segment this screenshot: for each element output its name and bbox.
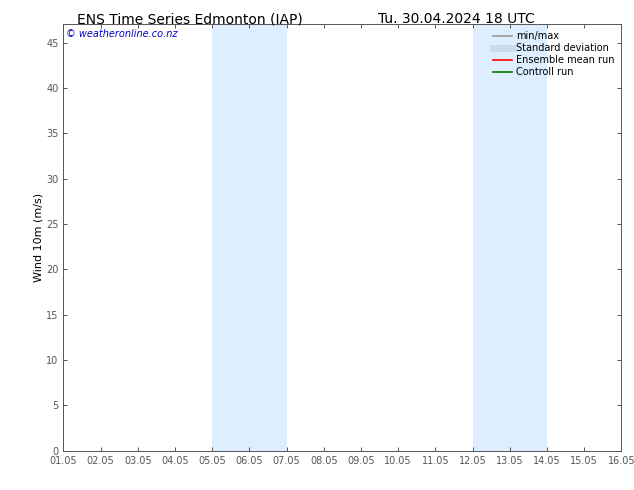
Bar xyxy=(472,24,547,451)
Text: ENS Time Series Edmonton (IAP): ENS Time Series Edmonton (IAP) xyxy=(77,12,303,26)
Text: Tu. 30.04.2024 18 UTC: Tu. 30.04.2024 18 UTC xyxy=(378,12,535,26)
Y-axis label: Wind 10m (m/s): Wind 10m (m/s) xyxy=(33,193,43,282)
Legend: min/max, Standard deviation, Ensemble mean run, Controll run: min/max, Standard deviation, Ensemble me… xyxy=(491,29,616,79)
Bar xyxy=(212,24,287,451)
Text: © weatheronline.co.nz: © weatheronline.co.nz xyxy=(66,29,178,39)
